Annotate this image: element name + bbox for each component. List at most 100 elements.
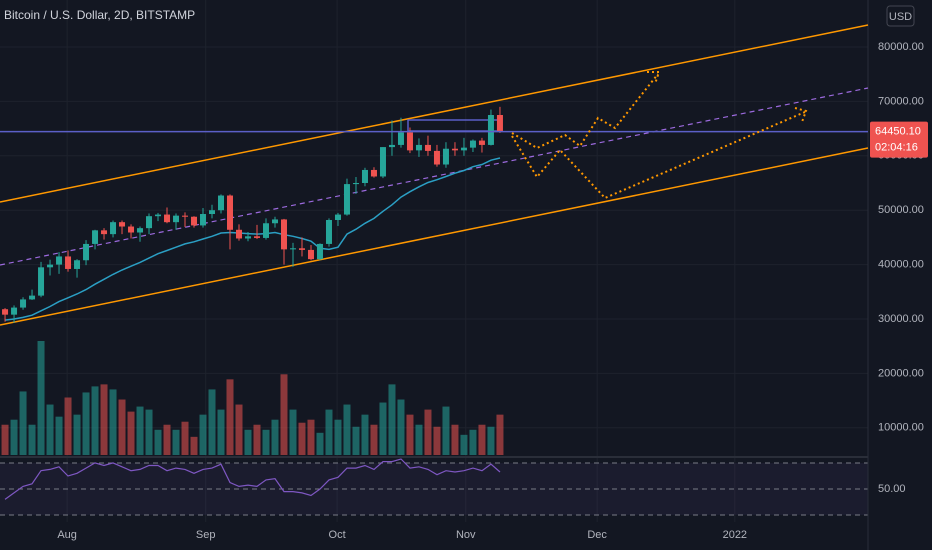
volume-bar	[208, 389, 216, 455]
candle-body	[65, 256, 72, 269]
candle-body	[245, 236, 251, 239]
y-tick-label: 40000.00	[878, 259, 924, 271]
volume-bar	[226, 379, 234, 455]
candle-body	[433, 150, 440, 165]
candle-body	[92, 230, 99, 244]
candle-body	[209, 210, 216, 215]
volume-bar	[451, 424, 459, 455]
channel-upper	[0, 24, 869, 203]
volume-bar	[469, 429, 477, 455]
currency-box[interactable]	[886, 5, 915, 27]
candle-body	[74, 260, 81, 269]
volume-bar	[235, 404, 243, 455]
chart-title: Bitcoin / U.S. Dollar, 2D, BITSTAMP	[4, 8, 195, 22]
volume-bar	[181, 421, 189, 455]
volume-bar	[406, 414, 414, 455]
candle-body	[236, 229, 243, 239]
candle-body	[298, 248, 305, 250]
channel-middle	[0, 87, 869, 266]
volume-bar	[109, 389, 117, 455]
volume-bar	[298, 422, 306, 455]
volume-bar	[460, 434, 468, 455]
channel-lower	[0, 147, 869, 326]
candle-body	[182, 215, 189, 217]
volume-bar	[172, 429, 180, 455]
candle-body	[460, 147, 467, 151]
x-tick-label: Sep	[196, 529, 216, 541]
y-tick-label: 70000.00	[878, 95, 924, 107]
currency[interactable]: USD	[889, 11, 912, 23]
volume-bar	[64, 397, 72, 455]
volume-bar	[154, 429, 162, 455]
volume-bar	[478, 424, 486, 455]
rsi-tick-label: 50.00	[878, 483, 906, 495]
volume-bar	[370, 424, 378, 455]
candle-body	[397, 132, 404, 145]
volume-bar	[253, 424, 261, 455]
x-tick-label: Oct	[329, 529, 346, 541]
candle-body	[280, 219, 287, 250]
candle-body	[83, 243, 90, 261]
volume-bar	[91, 386, 99, 455]
candle-body	[325, 219, 332, 244]
y-tick-label: 50000.00	[878, 204, 924, 216]
volume-bar	[316, 432, 324, 455]
y-tick-label: 80000.00	[878, 41, 924, 53]
volume-bar	[118, 399, 126, 455]
candle-body	[29, 295, 36, 300]
volume-bar	[334, 419, 342, 455]
candle-body	[173, 215, 180, 223]
volume-bar	[262, 429, 270, 455]
candle-body	[307, 249, 314, 260]
candle-body	[442, 148, 449, 165]
moving-average	[4, 157, 501, 321]
candle-body	[47, 264, 54, 268]
volume-bar	[136, 406, 144, 455]
candle-body	[352, 183, 359, 185]
x-tick-label: Nov	[456, 529, 476, 541]
projection-path	[511, 107, 808, 200]
volume-bar	[433, 426, 441, 455]
volume-bar	[361, 414, 369, 455]
volume-bar	[73, 414, 81, 455]
volume-bar	[217, 409, 225, 455]
volume-bar	[388, 384, 396, 455]
candle-body	[424, 144, 431, 151]
price-label-box	[870, 121, 928, 158]
candle-body	[38, 267, 45, 296]
volume-bar	[55, 416, 63, 455]
candle-body	[253, 236, 260, 238]
candle-body	[469, 140, 476, 148]
candle-body	[101, 230, 108, 235]
volume-bar	[100, 384, 108, 455]
rsi-line	[4, 458, 501, 500]
volume-bar	[487, 426, 495, 455]
candle-body	[271, 219, 278, 224]
volume-bar	[424, 409, 432, 455]
candle-body	[451, 148, 458, 151]
volume-bar	[379, 402, 387, 455]
volume-bar	[82, 392, 90, 455]
candle-body	[110, 222, 117, 235]
candle-body	[415, 144, 422, 151]
volume-bar	[19, 391, 27, 455]
y-tick-label: 10000.00	[878, 422, 924, 434]
candle-body	[119, 222, 126, 227]
x-tick-label: Dec	[587, 529, 607, 541]
candle-body	[128, 226, 135, 233]
volume-bar	[352, 426, 360, 455]
candle-body	[343, 184, 350, 215]
volume-bar	[271, 419, 279, 455]
volume-bar	[127, 411, 135, 455]
candle-body	[56, 256, 63, 265]
candle-body	[218, 195, 225, 211]
volume-bar	[163, 424, 171, 455]
candle-body	[2, 309, 9, 315]
candle-body	[334, 214, 341, 220]
candle-body	[487, 115, 494, 145]
y-tick-label: 20000.00	[878, 367, 924, 379]
volume-bar	[280, 374, 288, 455]
y-tick-label: 30000.00	[878, 313, 924, 325]
price-label: 64450.10	[875, 125, 921, 137]
